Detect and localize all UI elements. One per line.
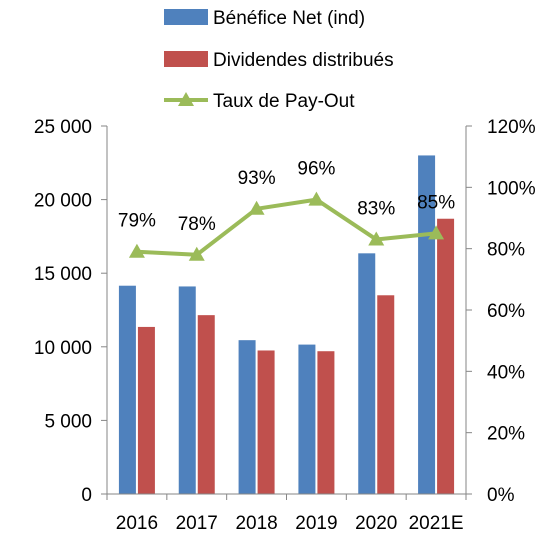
x-tick-label: 2018 [235, 513, 277, 534]
x-tick-label: 2016 [116, 513, 158, 534]
legend-label: Dividendes distribués [213, 50, 394, 71]
y-left-tick-label: 20 000 [34, 191, 92, 212]
bar-dividendes-2018 [257, 350, 275, 494]
x-tick-label: 2017 [176, 513, 218, 534]
payout-data-label: 79% [118, 211, 156, 232]
x-tick-label: 2020 [355, 513, 397, 534]
payout-data-label: 83% [357, 198, 395, 219]
legend-label: Taux de Pay-Out [213, 91, 355, 112]
bar-benefice-2020 [358, 253, 376, 494]
y-left-tick-label: 25 000 [34, 117, 92, 138]
legend-swatch-benefice [164, 9, 208, 25]
y-right-tick-label: 100% [487, 178, 536, 199]
y-left-tick-label: 15 000 [34, 264, 92, 285]
y-left-tick-label: 0 [81, 485, 92, 506]
payout-marker-2020 [368, 231, 385, 246]
x-tick-label: 2019 [295, 513, 337, 534]
payout-data-label: 78% [178, 214, 216, 235]
y-right-tick-label: 60% [487, 301, 525, 322]
bar-dividendes-2017 [197, 315, 215, 494]
y-left-tick-label: 5 000 [44, 411, 92, 432]
legend-swatch-payout-marker [178, 92, 194, 106]
y-right-tick-label: 80% [487, 240, 525, 261]
payout-marker-2017 [188, 246, 205, 261]
y-right-tick-label: 40% [487, 362, 525, 383]
bar-benefice-2019 [298, 344, 316, 494]
bar-benefice-2021E [418, 155, 436, 494]
payout-data-label: 85% [417, 192, 455, 213]
bar-dividendes-2019 [317, 351, 335, 494]
bar-dividendes-2016 [137, 326, 155, 494]
legend-label: Bénéfice Net (ind) [213, 8, 365, 29]
payout-marker-2021E [428, 225, 445, 240]
payout-marker-2016 [128, 243, 145, 258]
payout-marker-2018 [248, 200, 265, 215]
bar-dividendes-2021E [437, 218, 455, 494]
x-tick-label: 2021E [409, 513, 464, 534]
payout-data-label: 96% [297, 159, 335, 180]
legend-swatch-dividendes [164, 51, 208, 67]
payout-marker-2019 [308, 191, 325, 206]
bar-benefice-2016 [118, 285, 136, 494]
bar-dividendes-2020 [377, 295, 395, 494]
y-right-tick-label: 0% [487, 485, 515, 506]
bar-benefice-2018 [238, 340, 256, 494]
y-left-tick-label: 10 000 [34, 338, 92, 359]
y-right-tick-label: 20% [487, 424, 525, 445]
payout-data-label: 93% [238, 168, 276, 189]
bar-benefice-2017 [178, 286, 196, 494]
payout-line [136, 197, 437, 257]
y-right-tick-label: 120% [487, 117, 536, 138]
